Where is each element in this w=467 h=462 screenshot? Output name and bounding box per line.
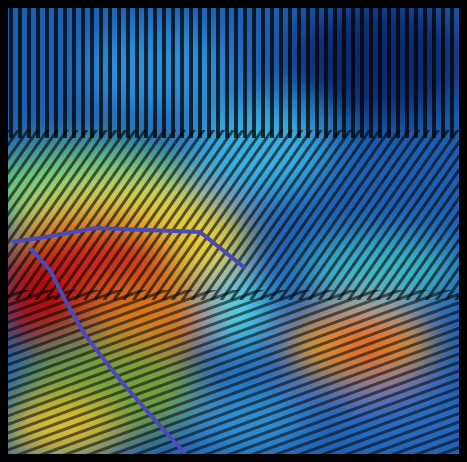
vector-stripes [8,130,459,300]
vector-stripes [8,290,459,454]
boundary-line [11,225,247,270]
boundary-line [28,246,188,454]
vector-stripes [8,8,459,138]
